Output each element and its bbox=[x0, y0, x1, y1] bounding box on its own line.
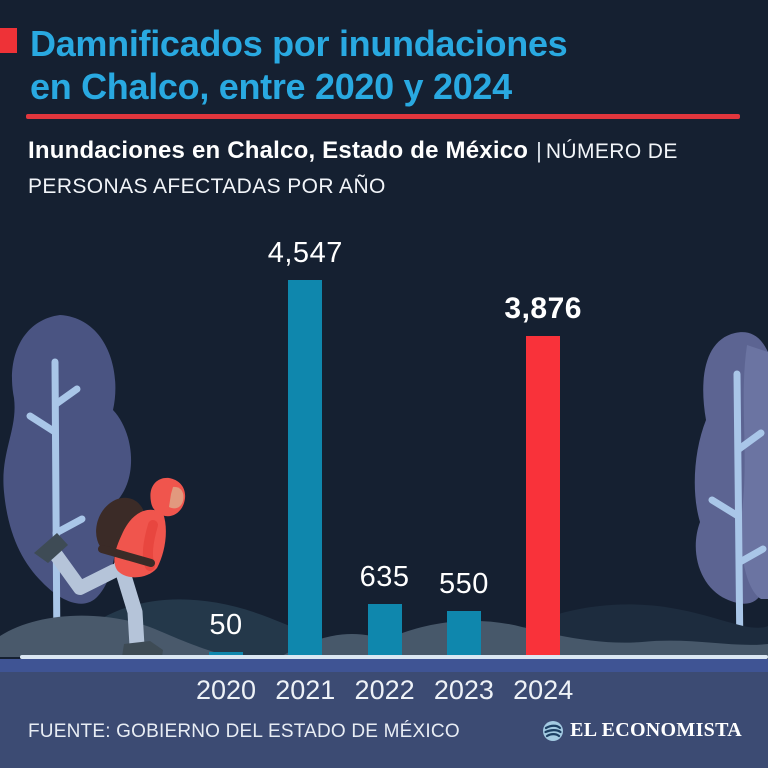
bar-2024 bbox=[526, 336, 561, 657]
page-title-line1: Damnificados por inundaciones bbox=[30, 23, 568, 64]
red-divider-rule bbox=[26, 114, 740, 119]
value-label-2023: 550 bbox=[438, 568, 489, 600]
ground-band-strip bbox=[0, 659, 768, 672]
subtitle-light-text: NÚMERO DE bbox=[545, 140, 678, 163]
source-credit: FUENTE: GOBIERNO DEL ESTADO DE MÉXICO bbox=[28, 721, 460, 742]
ground-band bbox=[0, 659, 768, 768]
red-accent-block bbox=[0, 28, 17, 53]
value-label-2024: 3,876 bbox=[504, 292, 582, 325]
chart-subtitle: Inundaciones en Chalco, Estado de México… bbox=[28, 136, 752, 202]
subtitle-separator: | bbox=[536, 138, 542, 163]
person-walking-with-backpack-icon bbox=[34, 477, 186, 657]
year-label-2021: 2021 bbox=[275, 675, 336, 705]
value-label-2022: 635 bbox=[359, 561, 410, 593]
year-label-2023: 2023 bbox=[433, 675, 494, 705]
subtitle-light-line2: PERSONAS AFECTADAS POR AÑO bbox=[28, 175, 386, 198]
year-label-2020: 2020 bbox=[195, 675, 257, 705]
page-title: Damnificados por inundaciones en Chalco,… bbox=[30, 22, 568, 108]
bar-2022 bbox=[367, 604, 402, 657]
bar-2020 bbox=[209, 652, 243, 657]
year-label-2022: 2022 bbox=[354, 675, 415, 705]
year-label-2024: 2024 bbox=[513, 675, 574, 705]
bar-2021 bbox=[288, 280, 323, 657]
el-economista-globe-icon bbox=[543, 720, 564, 741]
page-title-line2: en Chalco, entre 2020 y 2024 bbox=[30, 66, 512, 107]
bare-tree-right-icon bbox=[694, 332, 768, 661]
chart-baseline bbox=[20, 655, 768, 659]
subtitle-bold-text: Inundaciones en Chalco, Estado de México bbox=[28, 137, 529, 164]
value-label-2021: 4,547 bbox=[267, 237, 343, 269]
value-label-2020: 50 bbox=[209, 609, 243, 641]
brand-logo: EL ECONOMISTA bbox=[542, 719, 742, 742]
brand-name: EL ECONOMISTA bbox=[570, 719, 742, 741]
bar-2023 bbox=[446, 611, 481, 657]
